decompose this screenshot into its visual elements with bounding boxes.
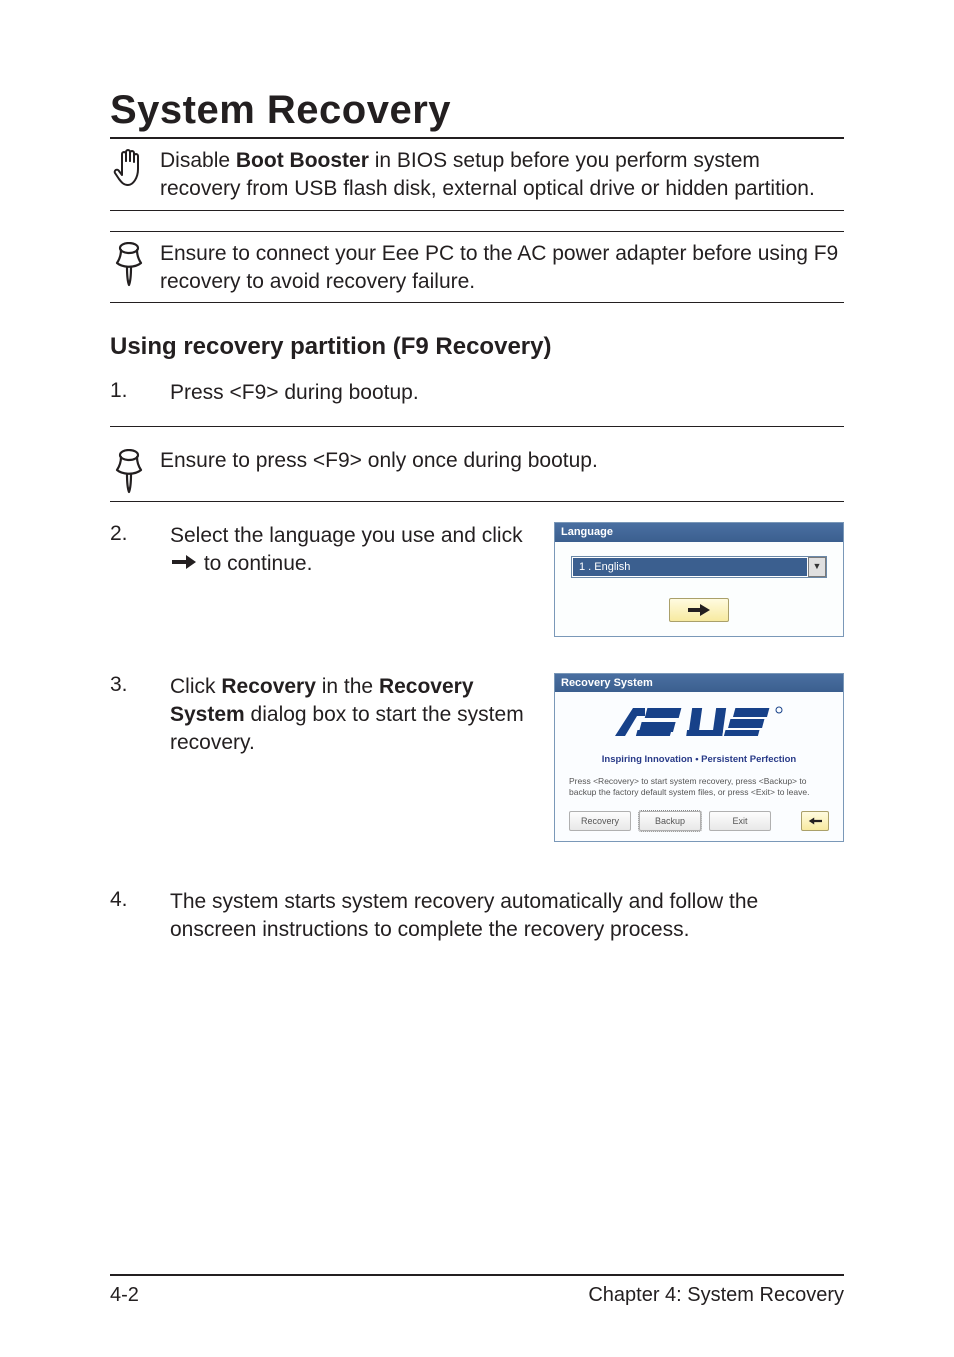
note-text: Disable Boot Booster in BIOS setup befor… (160, 147, 844, 204)
step-number: 4. (110, 888, 140, 912)
rule (110, 426, 844, 427)
rule (110, 231, 844, 232)
language-dropdown[interactable]: 1 . English ▼ (571, 556, 827, 578)
note-block-f9-once: Ensure to press <F9> only once during bo… (110, 445, 844, 502)
asus-logo-icon (569, 702, 829, 749)
dropdown-value: 1 . English (573, 558, 807, 576)
text-bold: Recovery (221, 675, 316, 698)
button-row: Recovery Backup Exit (569, 811, 829, 831)
note-text: Ensure to connect your Eee PC to the AC … (160, 240, 844, 297)
note-text: Ensure to press <F9> only once during bo… (160, 447, 844, 475)
section-heading: Using recovery partition (F9 Recovery) (110, 333, 844, 361)
language-dialog: Language 1 . English ▼ (554, 522, 844, 637)
step-2: 2. Select the language you use and click… (110, 522, 844, 637)
back-button[interactable] (801, 811, 829, 831)
step-text: Select the language you use and click to… (170, 522, 544, 579)
note-block-ac-power: Ensure to connect your Eee PC to the AC … (110, 238, 844, 304)
chevron-down-icon[interactable]: ▼ (808, 557, 826, 577)
arrow-right-icon (170, 550, 198, 578)
continue-button[interactable] (669, 598, 729, 622)
page-footer: 4-2 Chapter 4: System Recovery (110, 1274, 844, 1307)
step-4: 4. The system starts system recovery aut… (110, 888, 844, 945)
page-number: 4-2 (110, 1284, 139, 1307)
step-number: 2. (110, 522, 140, 546)
recovery-system-dialog: Recovery System (554, 673, 844, 842)
rule (110, 137, 844, 139)
chapter-label: Chapter 4: System Recovery (588, 1284, 844, 1307)
step-text: Press <F9> during bootup. (170, 379, 844, 407)
dialog-message: Press <Recovery> to start system recover… (569, 776, 829, 796)
step-number: 1. (110, 379, 140, 403)
recovery-button[interactable]: Recovery (569, 811, 631, 831)
logo-tagline: Inspiring Innovation • Persistent Perfec… (569, 754, 829, 767)
text-fragment: in the (316, 675, 379, 698)
pushpin-icon (110, 240, 148, 288)
pushpin-icon (110, 447, 148, 495)
text-bold: Boot Booster (236, 149, 369, 172)
step-number: 3. (110, 673, 140, 697)
dialog-title: Recovery System (555, 674, 843, 693)
note-block-boot-booster: Disable Boot Booster in BIOS setup befor… (110, 145, 844, 211)
backup-button[interactable]: Backup (639, 811, 701, 831)
step-1: 1. Press <F9> during bootup. (110, 379, 844, 407)
dialog-title: Language (555, 523, 843, 542)
hand-stop-icon (110, 147, 148, 191)
step-text: The system starts system recovery automa… (170, 888, 844, 945)
text-fragment: Disable (160, 149, 236, 172)
step-3: 3. Click Recovery in the Recovery System… (110, 673, 844, 842)
exit-button[interactable]: Exit (709, 811, 771, 831)
text-fragment: Select the language you use and click (170, 524, 523, 547)
page-title: System Recovery (110, 88, 844, 133)
text-fragment: Click (170, 675, 221, 698)
text-fragment: to continue. (198, 552, 312, 575)
step-text: Click Recovery in the Recovery System di… (170, 673, 544, 758)
